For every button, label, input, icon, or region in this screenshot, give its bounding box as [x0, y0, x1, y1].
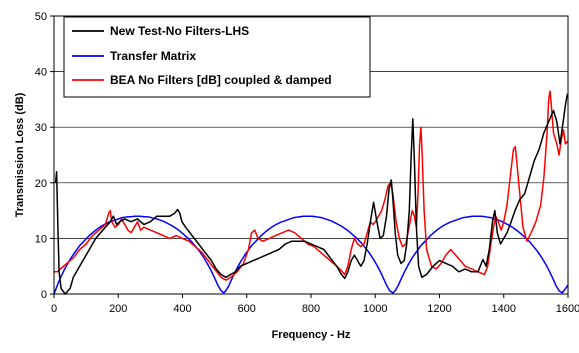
x-tick-labels: 0 200 400 600 800 1000 1200 1400 1600 — [51, 294, 579, 315]
y-tick-label: 30 — [35, 122, 47, 134]
x-tick-label: 1200 — [427, 303, 451, 315]
series-line-2 — [53, 215, 569, 295]
x-tick-label: 1400 — [492, 303, 516, 315]
x-tick-label: 200 — [109, 303, 127, 315]
legend-label-3: BEA No Filters [dB] coupled & damped — [110, 73, 332, 87]
y-tick-label: 50 — [35, 11, 47, 23]
series-line-1 — [54, 93, 569, 295]
x-tick-label: 600 — [238, 303, 256, 315]
y-tick-label: 40 — [35, 67, 47, 79]
x-tick-label: 800 — [302, 303, 320, 315]
x-tick-label: 1000 — [363, 303, 387, 315]
y-axis-label: Transmission Loss (dB) — [14, 92, 26, 217]
legend: New Test-No Filters-LHS Transfer Matrix BE… — [63, 16, 371, 98]
x-tick-label: 0 — [51, 303, 57, 315]
y-tick-label: 20 — [35, 178, 47, 190]
y-tick-labels: 0 10 20 30 40 50 — [35, 11, 54, 301]
x-tick-label: 1600 — [556, 303, 579, 315]
x-axis-label: Frequency - Hz — [272, 329, 351, 341]
y-tick-label: 0 — [41, 289, 47, 301]
series-line-3 — [54, 90, 569, 281]
legend-box — [63, 16, 371, 98]
legend-label-1: New Test-No Filters-LHS — [110, 24, 249, 38]
y-tick-label: 10 — [35, 233, 47, 245]
legend-label-2: Transfer Matrix — [110, 49, 196, 63]
series-lines — [53, 90, 569, 295]
x-tick-label: 400 — [173, 303, 191, 315]
